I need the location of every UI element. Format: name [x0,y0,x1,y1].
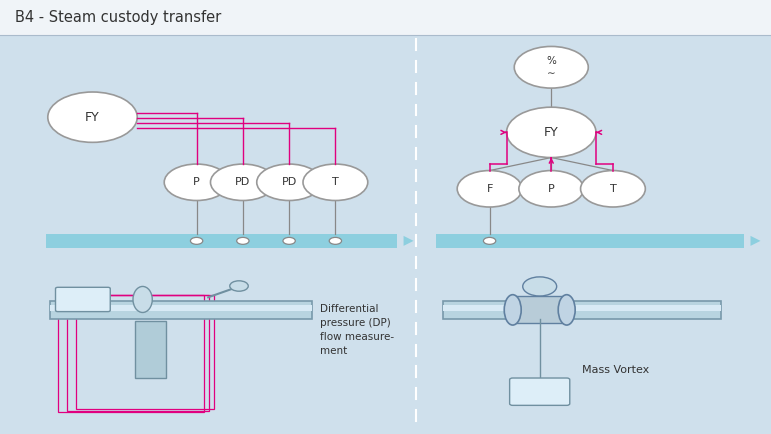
FancyBboxPatch shape [513,296,567,323]
Text: PD: PD [235,177,251,187]
FancyBboxPatch shape [56,287,110,312]
Circle shape [329,237,342,244]
Text: %
∼: % ∼ [547,56,556,78]
Text: T: T [610,184,616,194]
Text: PD: PD [281,177,297,187]
Text: Differential
pressure (DP)
flow measure-
ment: Differential pressure (DP) flow measure-… [320,304,394,356]
FancyBboxPatch shape [443,305,721,311]
Circle shape [483,237,496,244]
FancyBboxPatch shape [50,305,312,311]
FancyBboxPatch shape [436,234,744,248]
Ellipse shape [558,295,575,325]
Circle shape [210,164,275,201]
Circle shape [257,164,322,201]
Circle shape [48,92,137,142]
Text: P: P [548,184,554,194]
Text: P: P [194,177,200,187]
Text: T: T [332,177,338,187]
Text: FY: FY [85,111,100,124]
Circle shape [190,237,203,244]
Circle shape [507,107,596,158]
FancyBboxPatch shape [135,321,166,378]
Circle shape [514,46,588,88]
Text: F: F [487,184,493,194]
Ellipse shape [133,286,152,312]
Circle shape [283,237,295,244]
Circle shape [523,277,557,296]
Text: FY: FY [544,126,559,139]
Circle shape [457,171,522,207]
FancyBboxPatch shape [0,0,771,35]
Text: B4 - Steam custody transfer: B4 - Steam custody transfer [15,10,222,25]
Circle shape [581,171,645,207]
FancyBboxPatch shape [46,234,397,248]
FancyBboxPatch shape [50,301,312,319]
Circle shape [230,281,248,291]
Circle shape [164,164,229,201]
Circle shape [237,237,249,244]
FancyBboxPatch shape [443,301,721,319]
Text: Mass Vortex: Mass Vortex [582,365,649,375]
Circle shape [519,171,584,207]
Ellipse shape [504,295,521,325]
FancyBboxPatch shape [510,378,570,405]
Circle shape [303,164,368,201]
